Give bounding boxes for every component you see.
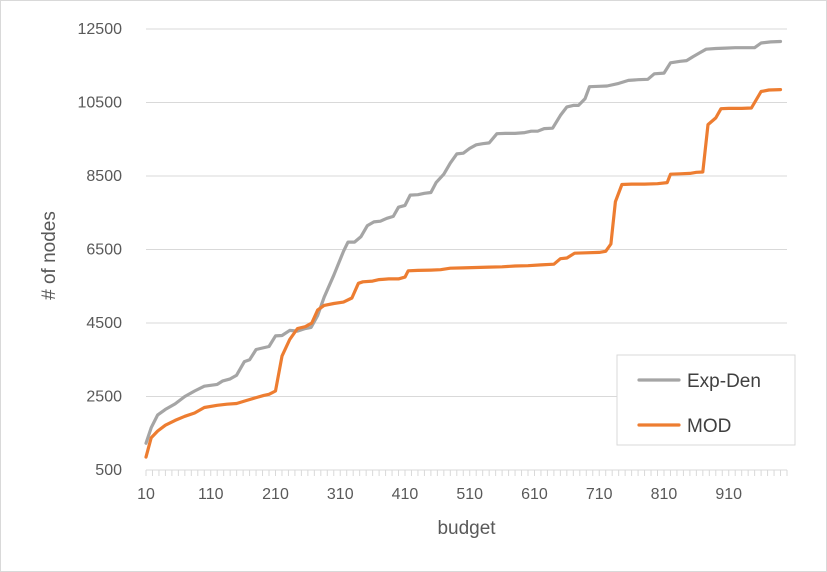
x-tick-label: 910 (715, 486, 742, 503)
y-tick-label: 8500 (86, 168, 122, 185)
series-line-mod (144, 88, 783, 459)
y-tick-label: 12500 (78, 21, 123, 38)
legend-items: Exp-Den MOD (637, 371, 761, 437)
legend-label-exp-den: Exp-Den (687, 371, 761, 392)
series-layer (144, 39, 783, 459)
x-tick-label: 110 (198, 486, 224, 503)
x-tick-label: 510 (456, 486, 483, 503)
x-axis-tick-labels: 10 110 210 310 410 510 610 710 810 910 (137, 486, 742, 503)
legend: Exp-Den MOD (616, 354, 796, 446)
x-tick-label: 410 (392, 486, 419, 503)
y-tick-label: 500 (95, 462, 122, 479)
x-tick-label: 710 (586, 486, 613, 503)
x-axis-title: budget (437, 518, 496, 539)
y-tick-label: 4500 (86, 315, 122, 332)
series-line-exp-den (144, 39, 783, 445)
x-tick-label: 810 (651, 486, 678, 503)
y-axis-title: # of nodes (39, 211, 60, 300)
x-axis-ticks (145, 470, 788, 476)
x-tick-label: 310 (327, 486, 354, 503)
x-tick-label: 210 (262, 486, 289, 503)
gridlines (146, 28, 787, 397)
y-axis-tick-labels: 500 2500 4500 6500 8500 10500 12500 (78, 21, 123, 479)
y-tick-label: 6500 (86, 242, 122, 259)
legend-label-mod: MOD (687, 416, 731, 437)
x-tick-label: 10 (137, 486, 155, 503)
x-axis: 10 110 210 310 410 510 610 710 810 910 (137, 469, 788, 503)
y-tick-label: 10500 (78, 95, 123, 112)
y-tick-label: 2500 (86, 389, 122, 406)
x-tick-label: 610 (521, 486, 548, 503)
legend-box (616, 354, 796, 446)
